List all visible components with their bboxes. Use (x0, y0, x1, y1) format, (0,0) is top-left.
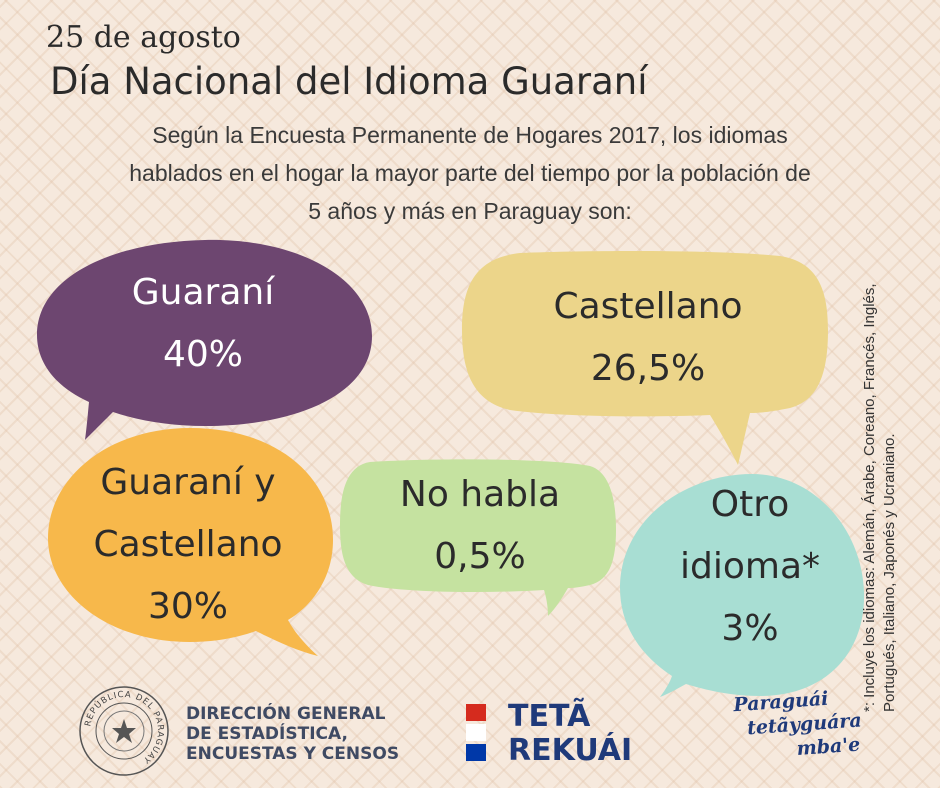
date-label: 25 de agosto (46, 20, 241, 55)
footnote: *: Incluye los idiomas: Alemán, Árabe, C… (860, 232, 900, 712)
bubble-line: Castellano (93, 524, 283, 565)
intro-line: Según la Encuesta Permanente de Hogares … (152, 122, 788, 148)
bubble-otro-idioma (620, 474, 865, 697)
footnote-line: Portugués, Italiano, Japonés y Ucraniano… (881, 433, 898, 712)
bubble-guarani-castellano-label: Guaraní y Castellano 30% (93, 452, 282, 638)
teta-line: REKUÁI (508, 733, 633, 768)
bubble-line: No habla (399, 474, 561, 515)
bubble-no-habla-label: No habla 0,5% (400, 464, 560, 588)
bubble-line: Guaraní y (100, 462, 276, 503)
flag-icon (466, 704, 486, 761)
bubble-value: 30% (147, 586, 228, 627)
teta-rekuai-logo: TETÃ REKUÁI (508, 700, 632, 768)
bubble-guarani-label: Guaraní 40% (132, 262, 274, 386)
slogan-logo: Paraguái tetãyguára mba'e (733, 683, 888, 765)
bubble-line: idioma* (679, 546, 821, 587)
bubble-castellano (462, 251, 828, 465)
dgeec-line: DE ESTADÍSTICA, (186, 724, 348, 744)
national-seal-icon: REPÚBLICA DEL PARAGUAY (79, 686, 169, 776)
bubble-value: 0,5% (434, 536, 526, 577)
intro-line: 5 años y más en Paraguay son: (308, 198, 632, 224)
bubble-value: 40% (162, 334, 244, 375)
bubble-line: Otro (710, 484, 790, 525)
bubble-value: 3% (721, 608, 779, 649)
flag-stripe-bottom (466, 744, 486, 761)
bubble-guarani (37, 239, 372, 440)
bubble-otro-idioma-label: Otro idioma* 3% (680, 474, 820, 660)
bubble-line: Guaraní (131, 272, 275, 313)
page-title: Día Nacional del Idioma Guaraní (50, 60, 648, 103)
intro-text: Según la Encuesta Permanente de Hogares … (40, 116, 900, 230)
flag-stripe-top (466, 704, 486, 721)
footnote-line: *: Incluye los idiomas: Alemán, Árabe, C… (861, 283, 878, 712)
dgeec-line: DIRECCIÓN GENERAL (186, 704, 386, 724)
bubble-line: Castellano (553, 286, 743, 327)
dgeec-line: ENCUESTAS Y CENSOS (186, 744, 400, 764)
dgeec-logo: DIRECCIÓN GENERAL DE ESTADÍSTICA, ENCUES… (186, 704, 399, 764)
flag-stripe-middle (466, 724, 486, 741)
bubble-castellano-label: Castellano 26,5% (553, 276, 742, 400)
intro-line: hablados en el hogar la mayor parte del … (129, 160, 811, 186)
bubble-guarani-castellano (48, 428, 333, 656)
bubble-value: 26,5% (590, 348, 706, 389)
teta-line: TETÃ (508, 699, 591, 734)
bubble-no-habla (340, 459, 616, 616)
